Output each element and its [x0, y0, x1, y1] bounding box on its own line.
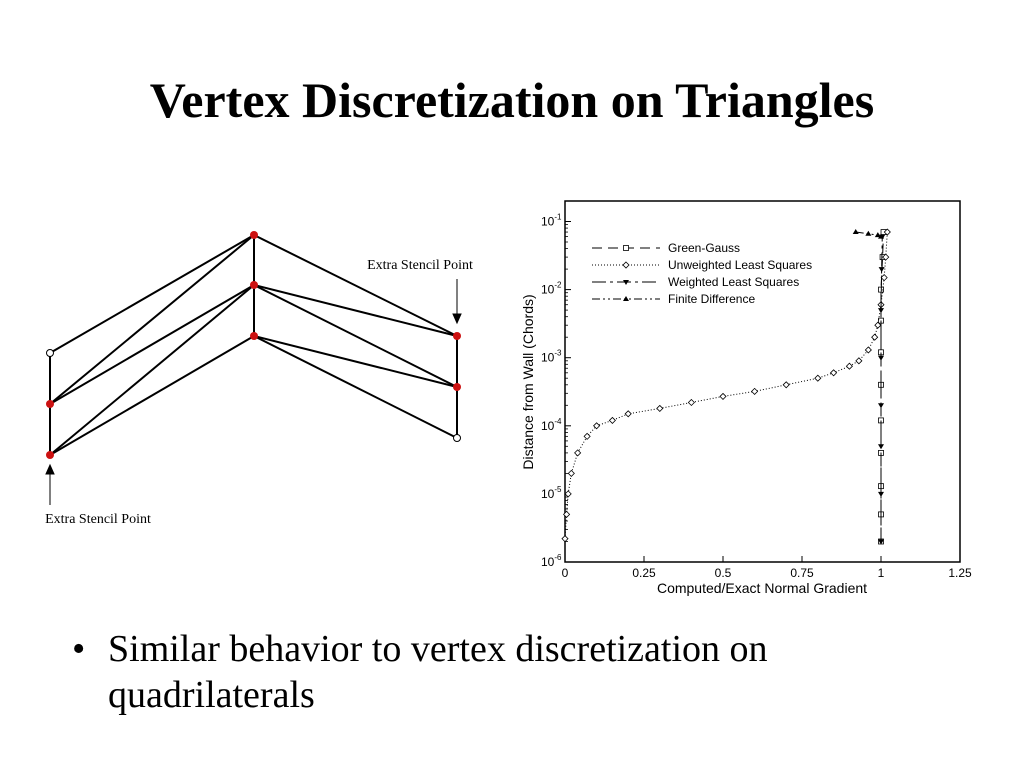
- data-point-marker: [883, 228, 891, 236]
- slide-title: Vertex Discretization on Triangles: [149, 72, 875, 128]
- triangle-mesh-diagram: Extra Stencil Point Extra Stencil Point: [45, 231, 473, 527]
- gradient-chart: 0 0.25 0.5 0.75 1 1.25 10-6 10-5 10-4 10-3 10-2 10…: [520, 200, 972, 596]
- extra-stencil-label-top: Extra Stencil Point: [367, 258, 473, 273]
- data-point-marker: [864, 346, 872, 354]
- data-point-marker: [623, 296, 629, 301]
- mesh-node: [46, 400, 54, 408]
- data-point-marker: [574, 449, 582, 457]
- mesh-node: [46, 451, 54, 459]
- data-point-marker: [623, 280, 629, 285]
- data-point-marker: [814, 374, 822, 382]
- data-point-marker: [564, 490, 572, 498]
- data-point-marker: [865, 230, 872, 236]
- mesh-node: [250, 281, 258, 289]
- bullet-text: Similar behavior to vertex discretizatio…: [108, 628, 768, 716]
- legend-label: Green-Gauss: [668, 241, 740, 255]
- data-point-marker: [561, 535, 569, 543]
- data-point-marker: [624, 410, 632, 418]
- y-axis-label: Distance from Wall (Chords): [520, 294, 536, 469]
- data-point-marker: [878, 267, 885, 273]
- data-point-marker: [830, 369, 838, 377]
- y-tick-label: 10-6: [541, 553, 562, 569]
- x-tick-label: 1: [878, 566, 885, 580]
- data-point-marker: [878, 308, 884, 314]
- mesh-node: [250, 332, 258, 340]
- series-unweighted-least-squares: [561, 228, 891, 543]
- data-point-marker: [583, 432, 591, 440]
- mesh-node: [250, 231, 258, 239]
- y-tick-label: 10-4: [541, 417, 562, 433]
- data-point-marker: [871, 333, 879, 341]
- x-tick-label: 0.25: [632, 566, 656, 580]
- data-point-marker: [567, 469, 575, 477]
- y-tick-label: 10-3: [541, 349, 562, 365]
- series-finite-difference: [852, 229, 884, 239]
- legend-label: Weighted Least Squares: [668, 275, 799, 289]
- data-point-marker: [593, 422, 601, 430]
- mesh-node: [453, 383, 461, 391]
- data-point-marker: [874, 321, 882, 329]
- mesh-edges: [49, 234, 458, 456]
- data-point-marker: [878, 491, 884, 497]
- legend-entry: Weighted Least Squares: [592, 275, 799, 289]
- data-point-marker: [845, 362, 853, 370]
- series-layer: [561, 228, 891, 545]
- extra-stencil-node: [46, 349, 54, 357]
- data-point-marker: [878, 444, 884, 450]
- series-weighted-least-squares: [878, 234, 886, 545]
- plot-frame: [564, 200, 961, 563]
- data-point-marker: [880, 274, 888, 282]
- y-tick-label: 10-5: [541, 485, 562, 501]
- data-point-marker: [874, 232, 881, 238]
- data-point-marker: [878, 355, 884, 361]
- annotation-arrows: [45, 279, 462, 505]
- data-point-marker: [878, 403, 884, 409]
- x-axis-label: Computed/Exact Normal Gradient: [657, 580, 867, 596]
- legend-entry: Unweighted Least Squares: [592, 258, 812, 272]
- x-tick-label: 0: [562, 566, 569, 580]
- series-line: [880, 236, 883, 542]
- data-point-marker: [687, 398, 695, 407]
- legend-entry: Finite Difference: [592, 292, 755, 306]
- data-point-marker: [751, 387, 759, 395]
- data-point-marker: [622, 261, 630, 269]
- mesh-node: [453, 332, 461, 340]
- data-point-marker: [719, 392, 727, 400]
- extra-stencil-node: [453, 434, 461, 442]
- x-tick-label: 0.5: [715, 566, 732, 580]
- x-axis-ticks: 0 0.25 0.5 0.75 1 1.25: [562, 556, 972, 580]
- data-point-marker: [656, 404, 664, 412]
- y-tick-label: 10-1: [541, 213, 562, 229]
- data-point-marker: [878, 233, 884, 239]
- y-tick-label: 10-2: [541, 281, 562, 297]
- x-tick-label: 0.75: [790, 566, 814, 580]
- data-point-marker: [563, 510, 571, 518]
- extra-stencil-label-bottom: Extra Stencil Point: [45, 512, 151, 527]
- data-point-marker: [782, 381, 790, 389]
- data-point-marker: [608, 416, 616, 424]
- data-point-marker: [852, 229, 859, 235]
- data-point-marker: [878, 539, 884, 545]
- data-point-marker: [855, 357, 863, 365]
- legend-entry: Green-Gauss: [592, 241, 740, 255]
- data-point-marker: [882, 253, 890, 261]
- mesh-nodes: [46, 231, 461, 459]
- bullet-symbol: •: [72, 628, 86, 670]
- legend: Green-Gauss Unweighted Least Squares Weigh…: [592, 241, 812, 306]
- legend-label: Unweighted Least Squares: [668, 258, 812, 272]
- legend-label: Finite Difference: [668, 292, 755, 306]
- data-point-marker: [623, 245, 629, 251]
- x-tick-label: 1.25: [948, 566, 972, 580]
